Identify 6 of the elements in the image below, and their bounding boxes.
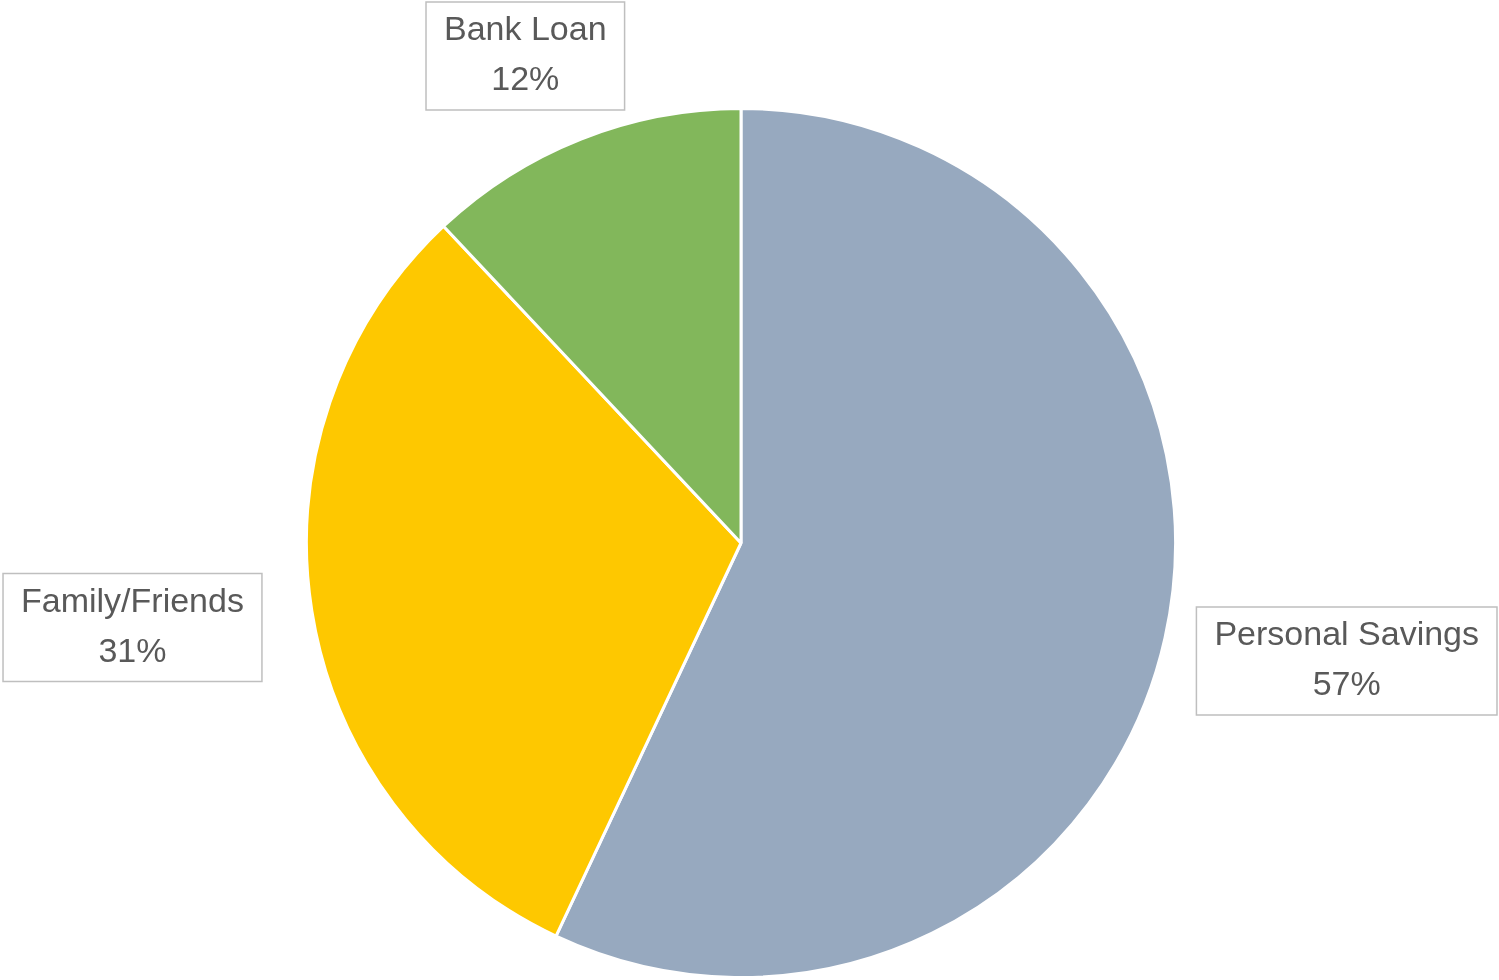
data-label: 31%: [98, 630, 167, 669]
data-label: 12%: [491, 59, 560, 98]
slice-label: Bank Loan: [444, 9, 607, 48]
data-label: 57%: [1312, 664, 1381, 703]
slice-label: Personal Savings: [1214, 614, 1480, 653]
slice-label: Family/Friends: [21, 580, 244, 619]
